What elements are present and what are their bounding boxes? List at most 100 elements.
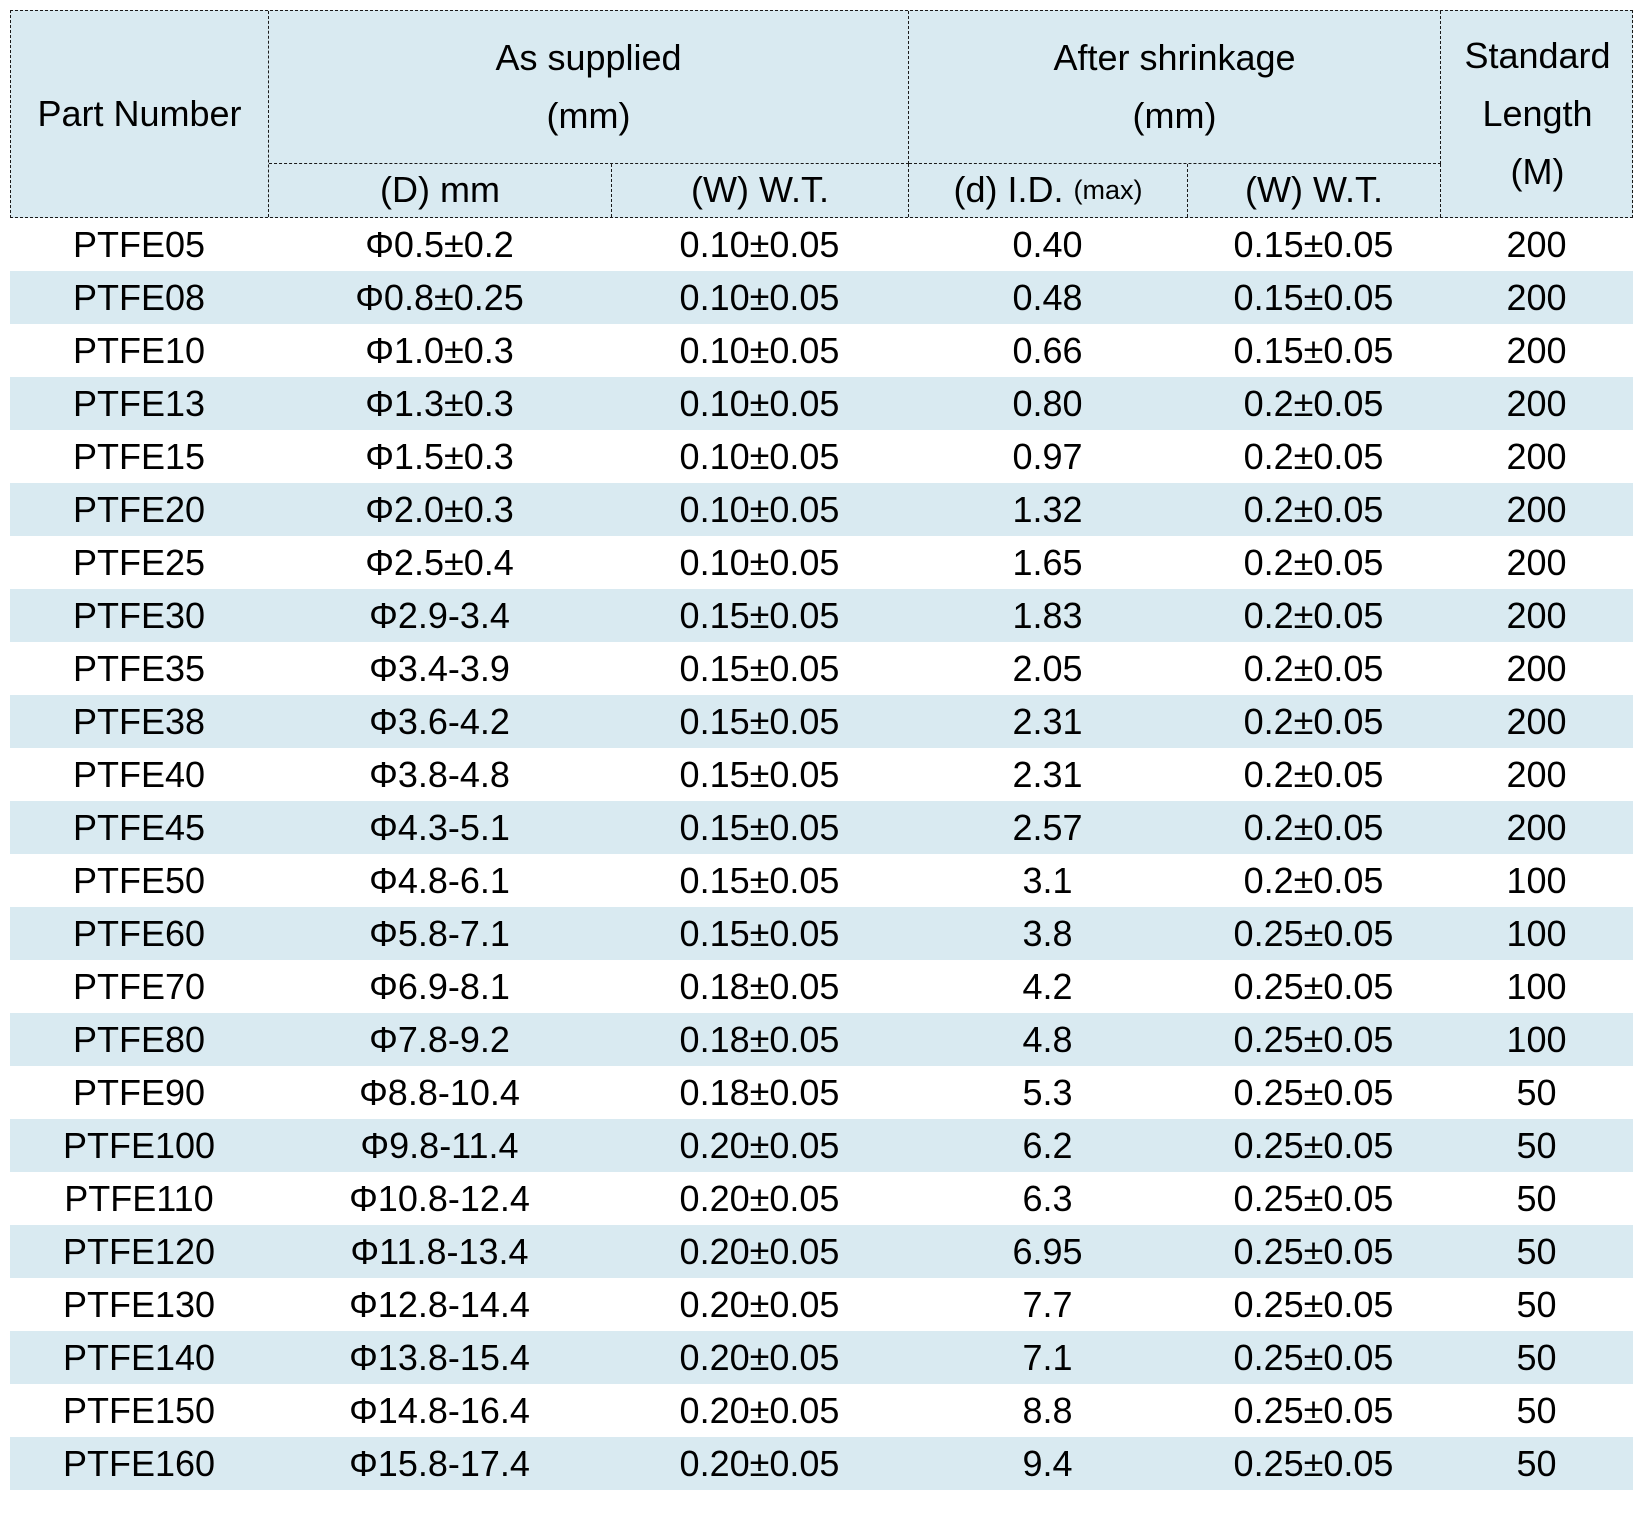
cell-supplied-diameter: Φ1.0±0.3	[365, 329, 514, 371]
cell-shrink-wall-thickness: 0.2±0.05	[1243, 435, 1384, 477]
cell-shrink-wall-thickness: 0.2±0.05	[1243, 806, 1384, 848]
cell-part-number: PTFE130	[62, 1283, 216, 1325]
cell-standard-length: 200	[1506, 541, 1567, 583]
table-row: PTFE15 Φ1.5±0.3 0.10±0.05 0.97 0.2±0.05 200	[10, 430, 1633, 483]
table-row: PTFE35 Φ3.4-3.9 0.15±0.05 2.05 0.2±0.05 200	[10, 642, 1633, 695]
cell-supplied-wall-thickness: 0.10±0.05	[679, 541, 840, 583]
cell-supplied-diameter: Φ6.9-8.1	[369, 965, 510, 1007]
cell-shrink-inner-diameter: 2.57	[1012, 806, 1083, 848]
header-standard-length: Standard Length (M)	[1464, 34, 1611, 193]
cell-supplied-diameter: Φ0.5±0.2	[365, 223, 514, 265]
cell-shrink-inner-diameter: 3.8	[1022, 912, 1073, 954]
cell-supplied-wall-thickness: 0.10±0.05	[679, 435, 840, 477]
cell-standard-length: 100	[1506, 912, 1567, 954]
cell-supplied-wall-thickness: 0.10±0.05	[679, 382, 840, 424]
table-row: PTFE10 Φ1.0±0.3 0.10±0.05 0.66 0.15±0.05 200	[10, 324, 1633, 377]
cell-shrink-inner-diameter: 0.40	[1012, 223, 1083, 265]
cell-shrink-wall-thickness: 0.25±0.05	[1233, 1283, 1394, 1325]
cell-supplied-diameter: Φ14.8-16.4	[349, 1389, 530, 1431]
cell-shrink-wall-thickness: 0.15±0.05	[1233, 223, 1394, 265]
table-row: PTFE25 Φ2.5±0.4 0.10±0.05 1.65 0.2±0.05 200	[10, 536, 1633, 589]
cell-standard-length: 200	[1506, 276, 1567, 318]
cell-shrink-inner-diameter: 4.8	[1022, 1018, 1073, 1060]
cell-standard-length: 200	[1506, 700, 1567, 742]
cell-supplied-diameter: Φ9.8-11.4	[360, 1124, 519, 1166]
header-supplied-wall-thickness: (W) W.T.	[612, 164, 909, 217]
cell-supplied-wall-thickness: 0.10±0.05	[679, 329, 840, 371]
cell-part-number: PTFE120	[62, 1230, 216, 1272]
cell-part-number: PTFE10	[72, 329, 206, 371]
cell-supplied-diameter: Φ3.4-3.9	[369, 647, 510, 689]
table-row: PTFE30 Φ2.9-3.4 0.15±0.05 1.83 0.2±0.05 200	[10, 589, 1633, 642]
cell-shrink-wall-thickness: 0.25±0.05	[1233, 1230, 1394, 1272]
cell-shrink-inner-diameter: 2.31	[1012, 700, 1083, 742]
cell-supplied-diameter: Φ4.3-5.1	[369, 806, 510, 848]
cell-supplied-wall-thickness: 0.15±0.05	[679, 700, 840, 742]
table-body: PTFE05 Φ0.5±0.2 0.10±0.05 0.40 0.15±0.05 200 P…	[10, 218, 1633, 1490]
cell-supplied-wall-thickness: 0.20±0.05	[679, 1230, 840, 1272]
cell-standard-length: 200	[1506, 753, 1567, 795]
cell-shrink-inner-diameter: 6.95	[1012, 1230, 1083, 1272]
cell-supplied-diameter: Φ8.8-10.4	[359, 1071, 520, 1113]
cell-supplied-diameter: Φ4.8-6.1	[369, 859, 510, 901]
cell-supplied-wall-thickness: 0.20±0.05	[679, 1124, 840, 1166]
table-row: PTFE38 Φ3.6-4.2 0.15±0.05 2.31 0.2±0.05 200	[10, 695, 1633, 748]
cell-part-number: PTFE38	[72, 700, 206, 742]
cell-shrink-wall-thickness: 0.25±0.05	[1233, 912, 1394, 954]
table-row: PTFE50 Φ4.8-6.1 0.15±0.05 3.1 0.2±0.05 100	[10, 854, 1633, 907]
cell-standard-length: 50	[1516, 1442, 1557, 1484]
header-shrink-inner-diameter-max: (max)	[1073, 174, 1143, 205]
header-after-shrinkage: After shrinkage (mm)	[909, 11, 1441, 164]
cell-supplied-diameter: Φ15.8-17.4	[349, 1442, 530, 1484]
cell-supplied-diameter: Φ2.9-3.4	[369, 594, 510, 636]
table-row: PTFE60 Φ5.8-7.1 0.15±0.05 3.8 0.25±0.05 100	[10, 907, 1633, 960]
cell-supplied-wall-thickness: 0.10±0.05	[679, 276, 840, 318]
cell-part-number: PTFE100	[62, 1124, 216, 1166]
cell-standard-length: 100	[1506, 1018, 1567, 1060]
cell-supplied-diameter: Φ5.8-7.1	[369, 912, 510, 954]
cell-supplied-diameter: Φ1.3±0.3	[365, 382, 514, 424]
cell-standard-length: 50	[1516, 1071, 1557, 1113]
cell-part-number: PTFE150	[62, 1389, 216, 1431]
cell-supplied-diameter: Φ12.8-14.4	[349, 1283, 530, 1325]
cell-part-number: PTFE40	[72, 753, 206, 795]
table-row: PTFE130 Φ12.8-14.4 0.20±0.05 7.7 0.25±0.05 50	[10, 1278, 1633, 1331]
cell-part-number: PTFE110	[64, 1177, 214, 1219]
cell-shrink-inner-diameter: 2.05	[1012, 647, 1083, 689]
table-row: PTFE150 Φ14.8-16.4 0.20±0.05 8.8 0.25±0.05 50	[10, 1384, 1633, 1437]
table-row: PTFE120 Φ11.8-13.4 0.20±0.05 6.95 0.25±0.05 5…	[10, 1225, 1633, 1278]
cell-part-number: PTFE08	[72, 276, 206, 318]
cell-part-number: PTFE45	[72, 806, 206, 848]
header-shrink-inner-diameter: (d) I.D. (max)	[909, 164, 1188, 217]
cell-supplied-diameter: Φ1.5±0.3	[365, 435, 514, 477]
cell-shrink-inner-diameter: 4.2	[1022, 965, 1073, 1007]
cell-shrink-inner-diameter: 6.2	[1022, 1124, 1073, 1166]
cell-supplied-diameter: Φ3.8-4.8	[369, 753, 510, 795]
cell-shrink-inner-diameter: 1.32	[1012, 488, 1083, 530]
cell-supplied-wall-thickness: 0.20±0.05	[679, 1336, 840, 1378]
cell-shrink-wall-thickness: 0.2±0.05	[1243, 647, 1384, 689]
cell-shrink-wall-thickness: 0.25±0.05	[1233, 1442, 1394, 1484]
cell-supplied-wall-thickness: 0.18±0.05	[679, 1071, 840, 1113]
cell-shrink-inner-diameter: 1.83	[1012, 594, 1083, 636]
cell-supplied-wall-thickness: 0.15±0.05	[679, 859, 840, 901]
cell-shrink-wall-thickness: 0.25±0.05	[1233, 1071, 1394, 1113]
cell-standard-length: 100	[1506, 859, 1567, 901]
cell-supplied-wall-thickness: 0.20±0.05	[679, 1389, 840, 1431]
cell-part-number: PTFE90	[72, 1071, 206, 1113]
cell-shrink-inner-diameter: 0.80	[1012, 382, 1083, 424]
cell-shrink-inner-diameter: 2.31	[1012, 753, 1083, 795]
cell-part-number: PTFE70	[72, 965, 206, 1007]
cell-supplied-wall-thickness: 0.15±0.05	[679, 806, 840, 848]
table-row: PTFE40 Φ3.8-4.8 0.15±0.05 2.31 0.2±0.05 200	[10, 748, 1633, 801]
table-row: PTFE08 Φ0.8±0.25 0.10±0.05 0.48 0.15±0.05 200	[10, 271, 1633, 324]
cell-supplied-wall-thickness: 0.15±0.05	[679, 594, 840, 636]
cell-standard-length: 200	[1506, 806, 1567, 848]
cell-shrink-inner-diameter: 9.4	[1022, 1442, 1073, 1484]
cell-shrink-wall-thickness: 0.2±0.05	[1243, 541, 1384, 583]
table-row: PTFE20 Φ2.0±0.3 0.10±0.05 1.32 0.2±0.05 200	[10, 483, 1633, 536]
cell-supplied-diameter: Φ10.8-12.4	[349, 1177, 530, 1219]
cell-shrink-wall-thickness: 0.25±0.05	[1233, 965, 1394, 1007]
cell-supplied-diameter: Φ3.6-4.2	[369, 700, 510, 742]
cell-part-number: PTFE20	[72, 488, 206, 530]
